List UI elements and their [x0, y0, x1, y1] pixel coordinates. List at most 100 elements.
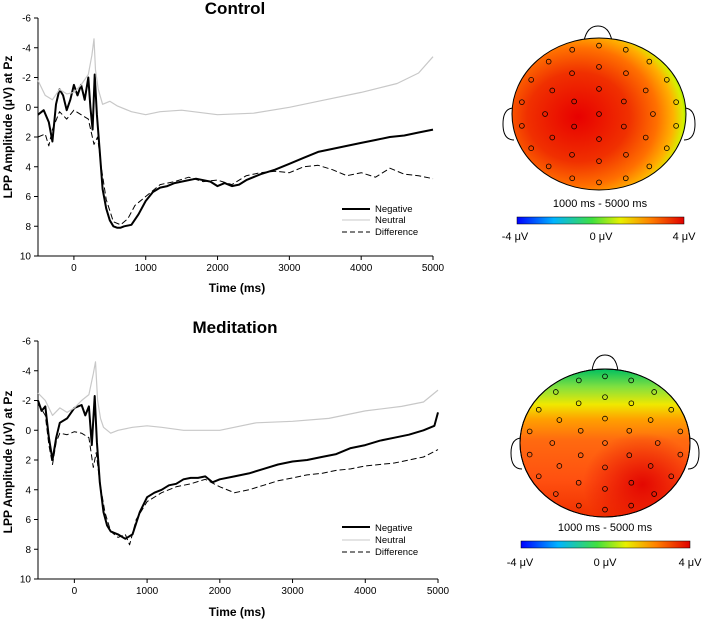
electrode-marker [526, 428, 533, 435]
chart-title: Control [205, 0, 265, 18]
electrode-marker [596, 64, 602, 70]
electrode-marker [545, 58, 552, 65]
electrode-marker [647, 417, 654, 423]
y-tick-label: -2 [22, 396, 31, 407]
electrode-marker [577, 427, 584, 434]
y-tick-label: 2 [25, 456, 31, 467]
x-tick-label: 4000 [350, 263, 373, 274]
nose [583, 25, 613, 42]
electrode-marker [673, 123, 679, 129]
colorbar-max-label: 4 μV [673, 231, 697, 243]
electrode-marker [646, 163, 653, 170]
right-ear [683, 107, 696, 141]
electrode-marker [542, 111, 548, 117]
colorbar-max-label: 4 μV [679, 557, 703, 569]
tick-labels: -6 -4 -2 0 2 4 6 8 10 0 1000 2000 3000 4000 5000 [20, 14, 445, 275]
electrode-marker [569, 46, 576, 53]
axes [34, 340, 439, 583]
left-ear [502, 107, 515, 141]
y-axis-label: LPP Amplitude (μV) at Pz [1, 391, 15, 534]
y-tick-label: 10 [20, 252, 32, 263]
x-tick-label: 0 [71, 263, 77, 274]
topomap-control: 1000 ms - 5000 ms -4 μV 0 μV 4 μV [502, 25, 697, 243]
x-tick-label: 5000 [422, 263, 445, 274]
electrode-marker [569, 70, 575, 76]
x-tick-label: 4000 [354, 586, 377, 597]
left-ear [510, 437, 523, 470]
colorbar [516, 216, 685, 225]
electrode-marker [602, 373, 608, 380]
legend-label-negative: Negative [375, 204, 413, 215]
x-tick-label: 2000 [209, 586, 232, 597]
y-tick-label: 6 [25, 192, 31, 203]
y-tick-label: 8 [25, 545, 31, 556]
electrode-marker [602, 486, 608, 492]
tick-labels: -6 -4 -2 0 2 4 6 8 10 0 1000 2000 3000 4000 5000 [20, 337, 450, 598]
electrode-marker [623, 70, 629, 76]
electrode-marker [673, 99, 679, 105]
x-axis-label: Time (ms) [209, 281, 265, 295]
electrode-marker [528, 145, 534, 152]
time-window-label: 1000 ms - 5000 ms [558, 522, 653, 534]
electrode-marker [571, 123, 577, 130]
electrode-marker [628, 400, 635, 407]
series-line-negative [37, 395, 439, 540]
electrode-marker [623, 152, 629, 158]
electrode-marker [664, 77, 670, 83]
electrode-marker [628, 377, 634, 384]
electrode-marker [642, 87, 649, 94]
electrode-marker [545, 163, 552, 170]
electrode-marker [519, 123, 525, 129]
electrode-marker [642, 134, 649, 141]
x-tick-label: 2000 [206, 263, 229, 274]
time-window-label: 1000 ms - 5000 ms [553, 198, 648, 210]
series-line-negative [37, 73, 434, 229]
electrode-marker [602, 415, 608, 422]
electrode-marker [626, 452, 633, 459]
electrode-marker [677, 428, 684, 435]
electrode-marker [621, 98, 627, 105]
y-tick-label: 6 [25, 515, 31, 526]
electrode-marker [576, 502, 582, 509]
y-axis-label: LPP Amplitude (μV) at Pz [1, 56, 15, 199]
electrode-marker [556, 417, 563, 423]
electrode-marker [526, 451, 533, 458]
electrode-marker [549, 440, 556, 446]
electrode-marker [571, 98, 577, 105]
plot-lines [37, 361, 439, 546]
x-tick-label: 5000 [427, 586, 450, 597]
electrodes [526, 373, 684, 513]
y-tick-label: 8 [25, 222, 31, 233]
electrode-marker [535, 406, 542, 413]
electrode-marker [668, 406, 675, 413]
electrode-marker [602, 506, 608, 513]
panel-control: Control LPP Amplitude (μV) at Pz Time (m… [1, 0, 445, 295]
electrode-marker [668, 473, 675, 480]
electrode-marker [622, 175, 629, 182]
electrode-marker [549, 87, 556, 94]
electrode-marker [621, 123, 627, 130]
electrode-marker [549, 134, 556, 141]
legend-label-negative: Negative [375, 523, 413, 534]
electrode-marker [553, 491, 559, 497]
electrode-marker [646, 58, 653, 65]
legend-label-difference: Difference [375, 547, 418, 558]
scalp-outline [519, 368, 691, 518]
x-tick-label: 3000 [278, 263, 301, 274]
y-tick-label: 2 [25, 133, 31, 144]
electrode-marker [596, 136, 602, 142]
legend-label-neutral: Neutral [375, 215, 406, 226]
x-axis-label: Time (ms) [209, 605, 265, 619]
electrode-marker [596, 158, 602, 164]
electrode-marker [596, 179, 602, 186]
electrode-marker [569, 175, 576, 182]
electrode-marker [553, 389, 559, 395]
electrode-marker [596, 86, 602, 92]
y-tick-label: -4 [22, 366, 31, 377]
electrode-marker [650, 111, 656, 117]
colorbar-min-label: -4 μV [507, 557, 534, 569]
electrode-marker [626, 427, 633, 434]
electrode-marker [569, 152, 575, 158]
electrode-marker [596, 111, 602, 117]
series-line-difference [37, 109, 434, 226]
